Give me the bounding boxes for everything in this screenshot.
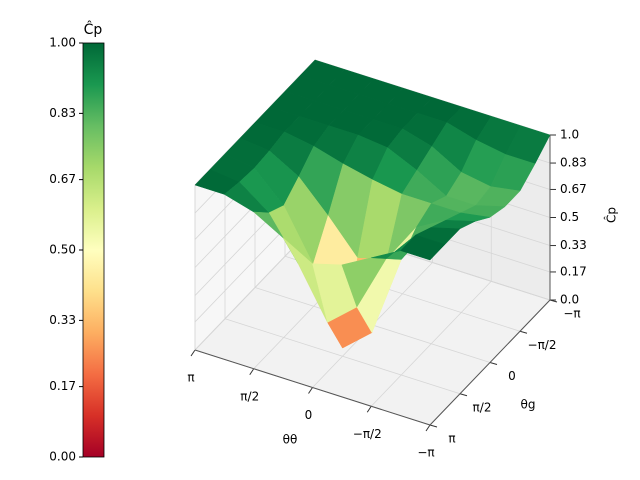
z-tick-label: 1.0: [560, 128, 579, 142]
colorbar-tick-label: 0.00: [49, 450, 76, 464]
y-tick-label: π/2: [473, 400, 492, 414]
z-axis-label: Ĉp: [604, 207, 619, 223]
z-tick-label: 0.33: [560, 238, 587, 252]
colorbar: [82, 42, 105, 458]
x-tick-label: π: [187, 371, 194, 385]
z-tick-label: 0.17: [560, 264, 587, 278]
y-tick: [489, 362, 498, 365]
colorbar-tick-label: 0.33: [49, 313, 76, 327]
x-tick: [425, 424, 431, 432]
y-tick: [459, 393, 468, 397]
x-tick-label: 0: [305, 408, 313, 422]
y-tick-label: −π: [563, 307, 580, 321]
y-tick: [519, 330, 528, 334]
x-tick: [190, 349, 196, 357]
z-tick-label: 0.0: [560, 293, 579, 307]
z-tick-label: 0.83: [560, 156, 587, 170]
x-tick-label: π/2: [240, 389, 259, 403]
x-axis-line: [194, 349, 431, 426]
colorbar-tick-label: 0.83: [49, 106, 76, 120]
y-tick: [429, 424, 438, 428]
y-tick-label: −π/2: [528, 338, 557, 352]
x-tick: [308, 387, 313, 394]
y-tick-label: 0: [508, 369, 516, 383]
x-tick: [249, 368, 255, 376]
colorbar-tick-label: 0.67: [49, 172, 76, 186]
x-tick-label: −π: [417, 446, 434, 460]
colorbar-label: Ĉp: [84, 20, 103, 38]
x-axis-label: θθ: [283, 433, 298, 447]
y-axis-line: [429, 299, 551, 426]
z-tick-label: 0.5: [560, 210, 579, 224]
x-tick-label: −π/2: [353, 427, 382, 441]
surface-patch: [400, 234, 446, 261]
y-axis-label: θg: [521, 398, 536, 412]
z-tick-label: 0.67: [560, 182, 587, 196]
x-tick: [366, 405, 372, 413]
colorbar-tick-label: 0.17: [49, 379, 76, 393]
colorbar-tick-label: 1.00: [49, 36, 76, 50]
y-tick-label: π: [448, 432, 455, 446]
colorbar-tick-label: 0.50: [49, 243, 76, 257]
